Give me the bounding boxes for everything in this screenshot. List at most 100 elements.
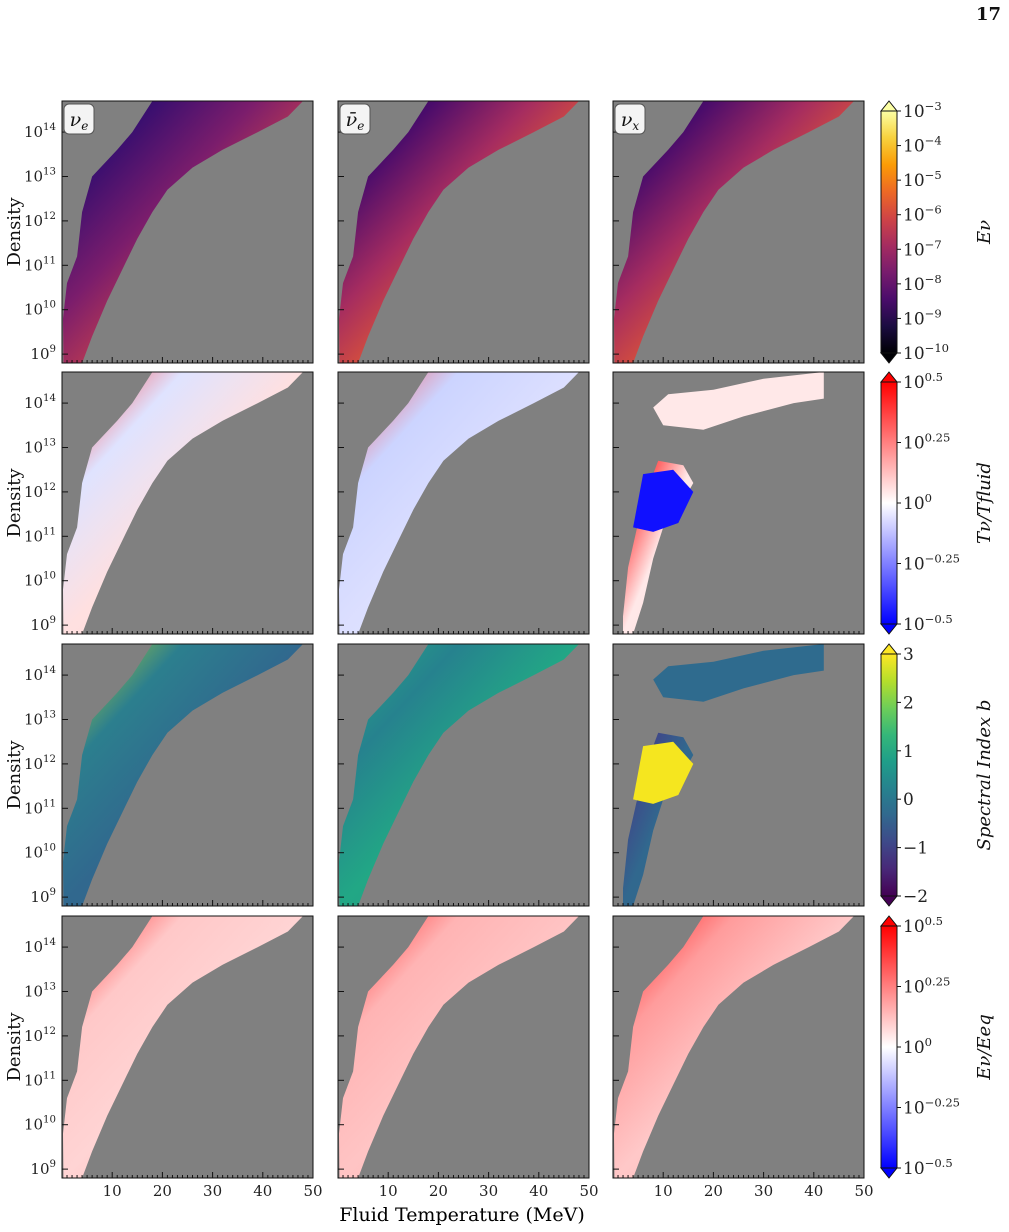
y-tick-label: 1010 [24,1115,56,1134]
data-region [339,916,579,1178]
x-tick-label: 50 [303,1182,322,1200]
y-tick-label: 1010 [24,843,56,862]
colorbar-gradient [880,110,898,354]
colorbar-gradient [880,381,898,625]
colorbar-tick-label: 10−10 [903,341,949,364]
y-tick-label: 1013 [24,166,56,185]
y-axis-label: Density [4,468,25,538]
panel-e-nu-nu-e-bar: ν̄e [337,100,590,364]
y-axis-label: Density [4,740,25,810]
colorbar-label: Eν [974,220,995,245]
y-tick-label: 109 [30,887,56,906]
colorbar-e-nu: 10−3 10−4 10−5 10−6 10−7 10−8 10−9 10−10 Eν [879,99,995,364]
colorbar-tick-label: 10−5 [903,168,942,191]
x-tick-label: 20 [429,1182,448,1200]
colorbar-e-nu-e-eq: 100.5 100.25 100 10−0.25 10−0.5 Eν/Eeq [879,914,995,1179]
y-tick-label: 1014 [24,937,56,956]
y-tick-label: 1010 [24,571,56,590]
colorbar-label: Tν/Tfluid [974,462,995,544]
x-tick-label: 50 [854,1182,873,1200]
y-tick-label: 109 [30,1159,56,1178]
y-tick-label: 109 [30,344,56,363]
species-label: ν̄e [346,109,365,133]
y-tick-label: 1013 [24,981,56,1000]
x-tick-label: 40 [804,1182,823,1200]
y-tick-label: 1012 [24,211,56,230]
colorbar-extend-bottom [879,1167,899,1179]
y-tick-label: 1014 [24,393,56,412]
colorbar-tick-label: 100.25 [903,975,950,998]
data-region [63,101,303,363]
x-tick-label: 30 [754,1182,773,1200]
panel-t-nu-t-fluid-nu-e-bar [337,371,590,635]
y-tick-label: 1010 [24,300,56,319]
colorbar-spectral-index-b: 3 2 1 0 −1 −2 Spectral Index b [879,643,995,907]
colorbar-extend-bottom [879,352,899,364]
colorbar-tick-label: 100.5 [903,914,943,937]
y-tick-label: 1014 [24,665,56,684]
colorbar-gradient [880,925,898,1169]
colorbar-tick-label: 100 [903,1035,932,1058]
x-tick-label: 40 [529,1182,548,1200]
data-region-high-density [653,644,824,702]
colorbar-tick-label: 100 [903,491,932,514]
page-number: 17 [975,4,1001,25]
panel-e-nu-e-eq-nu-e: 10 20 30 40 50 109 1010 1011 1012 1013 1014 [24,915,323,1200]
species-label-box [63,103,95,135]
colorbar-tick-label: 10−0.5 [903,1156,953,1179]
data-region-blob [633,741,694,804]
species-label: νx [621,109,640,133]
x-tick-label: 50 [579,1182,598,1200]
data-region [63,372,303,634]
data-region [63,644,303,906]
colorbar-tick-label: 10−6 [903,203,942,226]
species-label: νe [70,109,89,133]
colorbar-extend-top [879,643,899,655]
panel-spectral-index-b-nu-e-bar [337,643,590,907]
x-axis-label: Fluid Temperature (MeV) [339,1204,585,1226]
panel-e-nu-nu-e: 109 1010 1011 1012 1013 1014 νe [24,100,314,364]
x-tick-label: 20 [153,1182,172,1200]
y-tick-label: 1011 [24,255,56,274]
colorbar-tick-label: 100.5 [903,370,943,393]
x-tick-label: 10 [654,1182,673,1200]
data-region-blob [633,469,694,532]
colorbar-tick-label: 0 [903,790,914,810]
colorbar-tick-label: 10−0.25 [903,1096,960,1119]
data-region [63,916,303,1178]
colorbar-tick-label: 2 [903,693,914,713]
panel-t-nu-t-fluid-nu-x [612,371,865,635]
colorbar-tick-label: −1 [903,839,928,859]
colorbar-tick-label: 10−9 [903,306,942,329]
data-region [339,372,579,634]
panel-e-nu-e-eq-nu-x: 10 20 30 40 50 [612,915,874,1200]
colorbar-tick-label: 100.25 [903,431,950,454]
y-tick-label: 1013 [24,709,56,728]
data-region [339,644,579,906]
colorbar-tick-label: 10−7 [903,237,942,260]
colorbar-extend-bottom [879,623,899,635]
panel-spectral-index-b-nu-x [612,643,865,907]
colorbar-tick-label: 10−8 [903,272,942,295]
y-tick-label: 1011 [24,798,56,817]
y-axis-label: Density [4,197,25,267]
x-tick-label: 10 [379,1182,398,1200]
y-tick-label: 1012 [24,482,56,501]
species-label-box [339,103,371,135]
x-tick-label: 30 [479,1182,498,1200]
panel-t-nu-t-fluid-nu-e: 109 1010 1011 1012 1013 1014 [24,371,314,635]
colorbar-tick-label: 10−0.5 [903,612,953,635]
y-tick-label: 1013 [24,437,56,456]
colorbar-extend-top [879,371,899,383]
y-tick-label: 1011 [24,526,56,545]
y-tick-label: 1011 [24,1070,56,1089]
colorbar-tick-label: −2 [903,887,928,907]
colorbar-tick-label: 3 [903,645,914,665]
panel-e-nu-nu-x: νx [612,100,865,364]
y-axis-label: Density [4,1012,25,1082]
data-region [614,101,854,363]
colorbar-tick-label: 10−4 [903,134,942,157]
colorbar-t-nu-t-fluid: 100.5 100.25 100 10−0.25 10−0.5 Tν/Tfluid [879,370,995,635]
colorbar-extend-bottom [879,895,899,907]
